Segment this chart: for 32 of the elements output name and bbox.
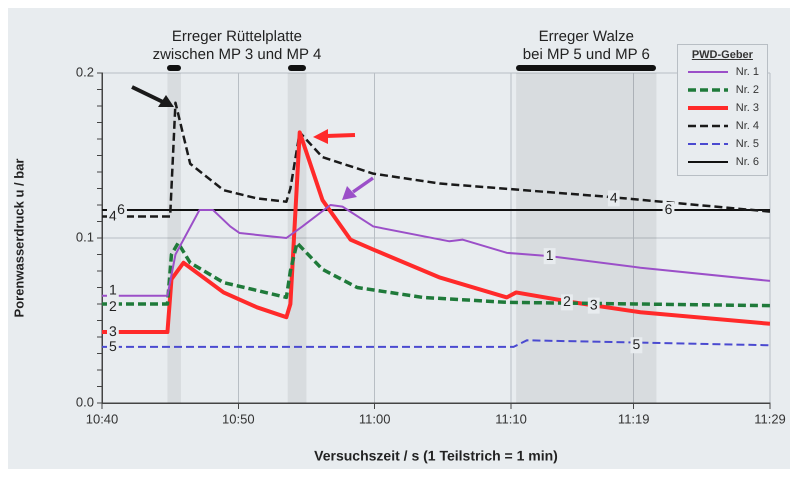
y-tick-label: 0.0 [76,394,94,410]
x-axis-title: Versuchszeit / s (1 Teilstrich = 1 min) [314,447,558,464]
legend-label: Nr. 5 [736,138,759,150]
annotation: 5 [108,338,117,354]
annotation: 2 [108,298,117,314]
legend-label: Nr. 2 [736,84,759,96]
legend-label: Nr. 6 [736,156,759,168]
annotation: 5 [632,336,641,352]
legend-label: Nr. 4 [736,120,759,132]
x-tick-label: 10:50 [222,411,255,426]
annotation: 3 [590,296,598,313]
legend-title: PWD-Geber [690,49,754,61]
annotation: 6 [117,200,126,217]
annotation: 6 [664,200,673,217]
band-label: Erreger Rüttelplatte zwischen MP 3 und MP 4 [152,28,322,63]
annotation: 4 [610,189,618,206]
annotation: 4 [108,207,117,224]
x-tick-label: 11:29 [754,411,786,426]
y-tick-label: 0.1 [76,230,94,245]
annotation: 1 [108,282,117,298]
annotation: 2 [563,293,572,310]
band-label: Erreger Walze bei MP 5 und MP 6 [522,28,650,63]
legend-label: Nr. 3 [736,102,759,114]
x-tick-label: 10:40 [86,411,118,426]
x-tick-label: 11:10 [495,411,527,426]
annotation: 1 [546,247,554,264]
x-tick-label: 11:00 [358,411,390,426]
x-tick-label: 11:19 [618,411,650,426]
annotation: 3 [108,322,117,339]
legend-label: Nr. 1 [736,66,759,78]
y-axis-title: Porenwasserdruck u / bar [11,158,26,318]
y-tick-label: 0.2 [76,64,94,80]
